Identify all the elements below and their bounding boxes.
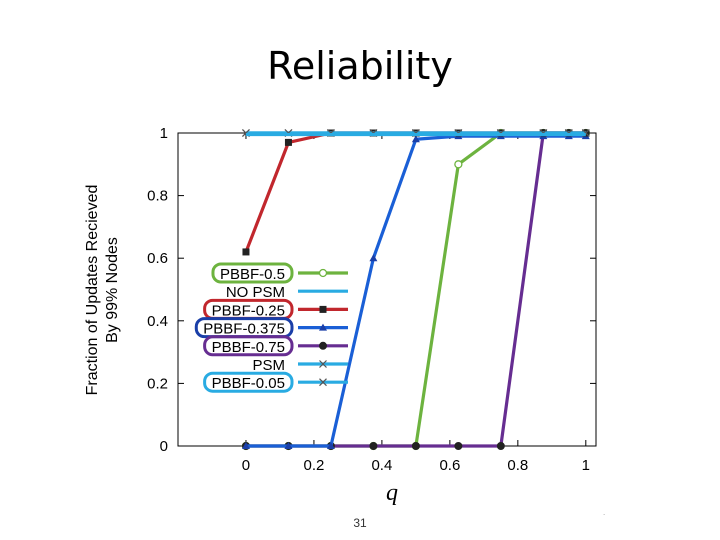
data-point	[411, 442, 420, 450]
data-point	[319, 323, 327, 331]
data-point	[454, 442, 463, 450]
corner-mark: .	[603, 508, 606, 517]
y-tick-label: 0.4	[147, 313, 168, 330]
x-tick-label: 0.6	[439, 457, 460, 474]
data-point	[496, 442, 505, 450]
legend-label: PBBF-0.5	[220, 266, 285, 283]
y-tick-label: 0.2	[147, 375, 168, 392]
slide-title: Reliability	[267, 44, 453, 88]
data-point	[284, 138, 292, 146]
legend-label: PBBF-0.05	[212, 375, 285, 392]
y-axis-label: Fraction of Updates Recieved	[84, 185, 101, 396]
legend-label: NO PSM	[226, 284, 285, 301]
data-point	[454, 160, 463, 169]
data-point	[284, 442, 293, 449]
data-point	[319, 341, 327, 350]
series-line	[245, 131, 586, 448]
data-point	[369, 442, 378, 450]
page-number: 31	[353, 516, 367, 530]
series-line	[245, 131, 586, 448]
data-point-arm	[319, 360, 327, 368]
data-point-arm	[319, 378, 327, 387]
data-point	[242, 248, 250, 256]
legend-label: PSM	[252, 357, 285, 374]
series-pbbf-0-75	[241, 129, 590, 450]
legend-label: PBBF-0.75	[212, 339, 285, 356]
x-tick-label: 0.8	[507, 457, 528, 474]
y-tick-label: 0.8	[147, 188, 168, 205]
series-pbbf-0-25	[242, 129, 590, 256]
x-axis-label: q	[386, 480, 398, 506]
data-point	[241, 442, 250, 449]
legend-outline	[211, 262, 294, 284]
data-point	[319, 305, 327, 313]
legend-outline	[203, 335, 294, 357]
data-point	[369, 254, 378, 262]
x-tick-label: 0.4	[371, 457, 392, 474]
y-axis-label-2: By 99% Nodes	[104, 237, 121, 343]
legend-label: PBBF-0.25	[212, 302, 285, 319]
y-tick-label: 0	[160, 438, 168, 455]
y-tick-label: 0.6	[147, 250, 168, 267]
legend: PBBF-0.5NO PSMPBBF-0.25PBBF-0.375PBBF-0.…	[194, 262, 348, 393]
data-point	[326, 442, 335, 449]
x-tick-label: 0	[242, 457, 250, 474]
series-line	[245, 134, 586, 448]
data-point	[411, 135, 420, 143]
y-tick-label: 1	[160, 125, 168, 142]
x-tick-label: 0.2	[304, 457, 325, 474]
x-tick-label: 1	[582, 457, 590, 474]
legend-outline	[203, 371, 294, 393]
legend-label: PBBF-0.375	[203, 321, 285, 338]
data-point	[318, 268, 328, 278]
